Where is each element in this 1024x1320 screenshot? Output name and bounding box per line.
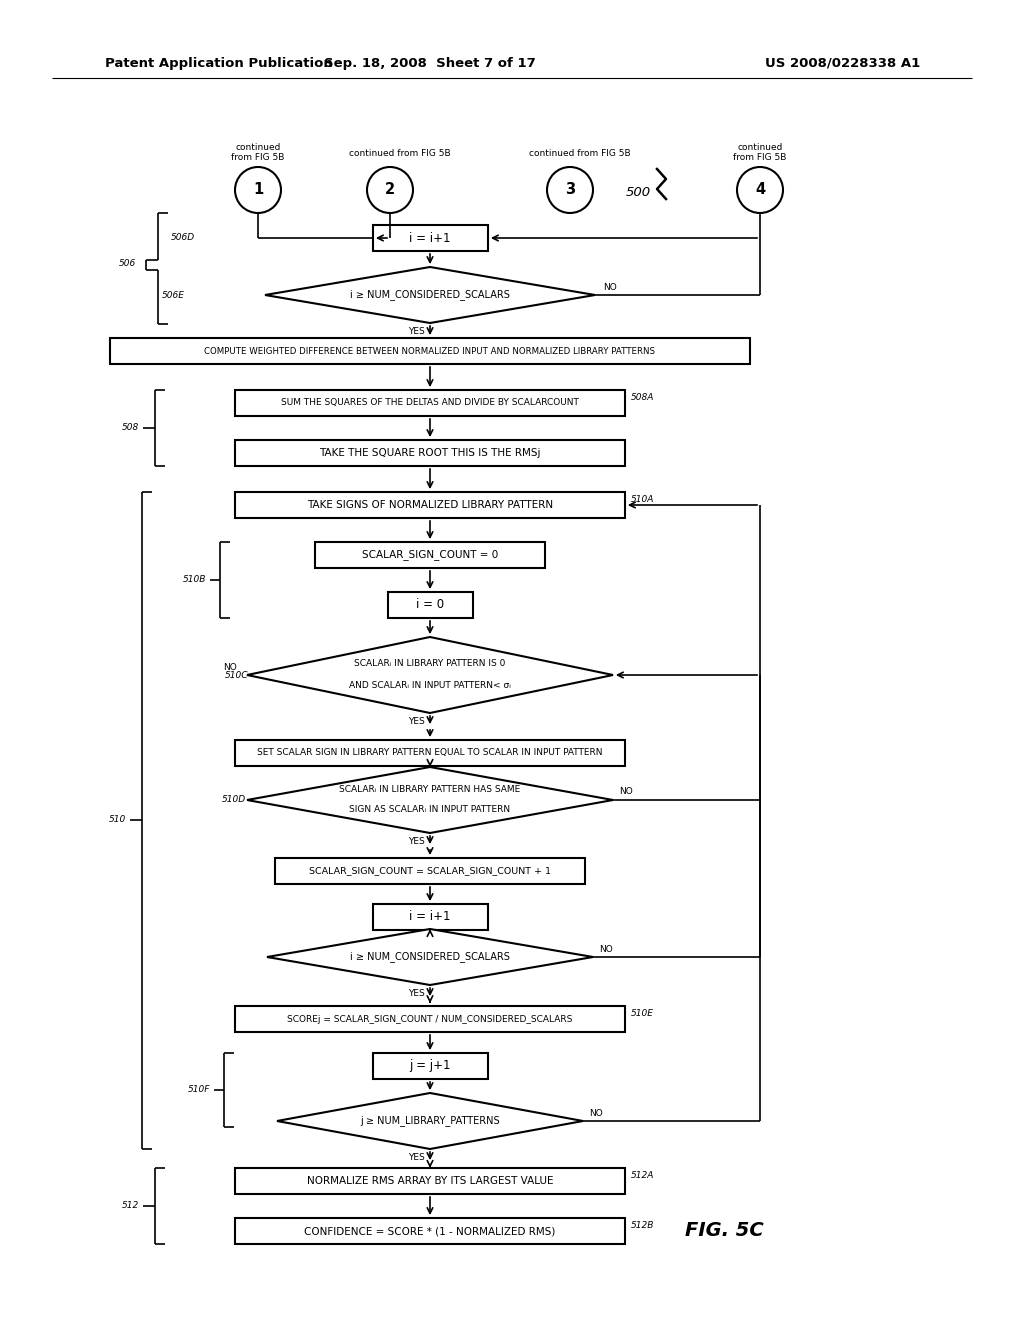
Text: SCALAR_SIGN_COUNT = SCALAR_SIGN_COUNT + 1: SCALAR_SIGN_COUNT = SCALAR_SIGN_COUNT + … — [309, 866, 551, 875]
Text: continued: continued — [236, 143, 281, 152]
FancyBboxPatch shape — [234, 1168, 625, 1195]
Text: SCALAR_SIGN_COUNT = 0: SCALAR_SIGN_COUNT = 0 — [361, 549, 498, 561]
Text: i ≥ NUM_CONSIDERED_SCALARS: i ≥ NUM_CONSIDERED_SCALARS — [350, 952, 510, 962]
Text: SIGN AS SCALARᵢ IN INPUT PATTERN: SIGN AS SCALARᵢ IN INPUT PATTERN — [349, 805, 511, 814]
Text: 508A: 508A — [631, 393, 654, 403]
FancyBboxPatch shape — [234, 1006, 625, 1032]
Circle shape — [547, 168, 593, 213]
Circle shape — [737, 168, 783, 213]
FancyBboxPatch shape — [234, 389, 625, 416]
Text: from FIG 5B: from FIG 5B — [733, 153, 786, 162]
Text: Sep. 18, 2008  Sheet 7 of 17: Sep. 18, 2008 Sheet 7 of 17 — [325, 57, 536, 70]
Text: NO: NO — [599, 945, 612, 953]
Text: SUM THE SQUARES OF THE DELTAS AND DIVIDE BY SCALARCOUNT: SUM THE SQUARES OF THE DELTAS AND DIVIDE… — [281, 399, 579, 408]
Text: 3: 3 — [565, 182, 575, 198]
Text: NO: NO — [223, 663, 237, 672]
Text: 510E: 510E — [631, 1010, 654, 1019]
Text: 512A: 512A — [631, 1172, 654, 1180]
FancyBboxPatch shape — [373, 224, 488, 251]
Text: continued: continued — [737, 143, 782, 152]
Text: 510A: 510A — [631, 495, 654, 504]
Text: COMPUTE WEIGHTED DIFFERENCE BETWEEN NORMALIZED INPUT AND NORMALIZED LIBRARY PATT: COMPUTE WEIGHTED DIFFERENCE BETWEEN NORM… — [205, 346, 655, 355]
Polygon shape — [278, 1093, 583, 1148]
Text: 500: 500 — [626, 186, 650, 198]
Text: NO: NO — [589, 1109, 603, 1118]
Text: continued from FIG 5B: continued from FIG 5B — [529, 149, 631, 158]
Text: 510: 510 — [109, 816, 126, 825]
Text: NO: NO — [618, 788, 633, 796]
Text: continued from FIG 5B: continued from FIG 5B — [349, 149, 451, 158]
Text: SCOREj = SCALAR_SIGN_COUNT / NUM_CONSIDERED_SCALARS: SCOREj = SCALAR_SIGN_COUNT / NUM_CONSIDE… — [288, 1015, 572, 1023]
Text: YES: YES — [408, 1154, 424, 1163]
Text: 512: 512 — [122, 1201, 139, 1210]
FancyBboxPatch shape — [373, 904, 488, 931]
Text: 510F: 510F — [187, 1085, 210, 1094]
FancyBboxPatch shape — [234, 440, 625, 466]
Text: YES: YES — [408, 327, 424, 337]
Text: 506D: 506D — [171, 234, 195, 243]
Text: from FIG 5B: from FIG 5B — [231, 153, 285, 162]
Text: TAKE THE SQUARE ROOT THIS IS THE RMSj: TAKE THE SQUARE ROOT THIS IS THE RMSj — [319, 447, 541, 458]
Polygon shape — [247, 767, 613, 833]
Text: j ≥ NUM_LIBRARY_PATTERNS: j ≥ NUM_LIBRARY_PATTERNS — [360, 1115, 500, 1126]
Text: AND SCALARᵢ IN INPUT PATTERN< σᵢ: AND SCALARᵢ IN INPUT PATTERN< σᵢ — [349, 681, 511, 690]
Text: 508: 508 — [122, 424, 139, 433]
Text: SCALARᵢ IN LIBRARY PATTERN IS 0: SCALARᵢ IN LIBRARY PATTERN IS 0 — [354, 660, 506, 668]
Text: YES: YES — [408, 718, 424, 726]
Text: 510B: 510B — [182, 576, 206, 585]
Text: FIG. 5C: FIG. 5C — [685, 1221, 764, 1241]
Text: YES: YES — [408, 990, 424, 998]
Text: i = i+1: i = i+1 — [410, 911, 451, 924]
FancyBboxPatch shape — [234, 1218, 625, 1243]
FancyBboxPatch shape — [315, 543, 545, 568]
FancyBboxPatch shape — [388, 591, 473, 618]
Text: 1: 1 — [253, 182, 263, 198]
Text: 506: 506 — [119, 260, 136, 268]
Text: US 2008/0228338 A1: US 2008/0228338 A1 — [765, 57, 920, 70]
Circle shape — [367, 168, 413, 213]
FancyBboxPatch shape — [234, 492, 625, 517]
Text: YES: YES — [408, 837, 424, 846]
Text: 510D: 510D — [222, 796, 246, 804]
Text: SET SCALAR SIGN IN LIBRARY PATTERN EQUAL TO SCALAR IN INPUT PATTERN: SET SCALAR SIGN IN LIBRARY PATTERN EQUAL… — [257, 748, 603, 758]
Text: NO: NO — [603, 284, 616, 293]
Polygon shape — [265, 267, 595, 323]
Text: 512B: 512B — [631, 1221, 654, 1230]
Polygon shape — [267, 929, 593, 985]
Text: TAKE SIGNS OF NORMALIZED LIBRARY PATTERN: TAKE SIGNS OF NORMALIZED LIBRARY PATTERN — [307, 500, 553, 510]
Text: i = 0: i = 0 — [416, 598, 444, 611]
FancyBboxPatch shape — [234, 741, 625, 766]
FancyBboxPatch shape — [275, 858, 585, 884]
FancyBboxPatch shape — [373, 1053, 488, 1078]
Text: 506E: 506E — [162, 290, 185, 300]
Text: i = i+1: i = i+1 — [410, 231, 451, 244]
Text: Patent Application Publication: Patent Application Publication — [105, 57, 333, 70]
FancyBboxPatch shape — [110, 338, 750, 364]
Text: SCALARᵢ IN LIBRARY PATTERN HAS SAME: SCALARᵢ IN LIBRARY PATTERN HAS SAME — [339, 785, 520, 795]
Text: i ≥ NUM_CONSIDERED_SCALARS: i ≥ NUM_CONSIDERED_SCALARS — [350, 289, 510, 301]
Text: 4: 4 — [755, 182, 765, 198]
Text: 2: 2 — [385, 182, 395, 198]
Circle shape — [234, 168, 281, 213]
Text: 510C: 510C — [224, 671, 248, 680]
Polygon shape — [247, 638, 613, 713]
Text: j = j+1: j = j+1 — [410, 1060, 451, 1072]
Text: CONFIDENCE = SCORE * (1 - NORMALIZED RMS): CONFIDENCE = SCORE * (1 - NORMALIZED RMS… — [304, 1226, 556, 1236]
Text: NORMALIZE RMS ARRAY BY ITS LARGEST VALUE: NORMALIZE RMS ARRAY BY ITS LARGEST VALUE — [307, 1176, 553, 1185]
